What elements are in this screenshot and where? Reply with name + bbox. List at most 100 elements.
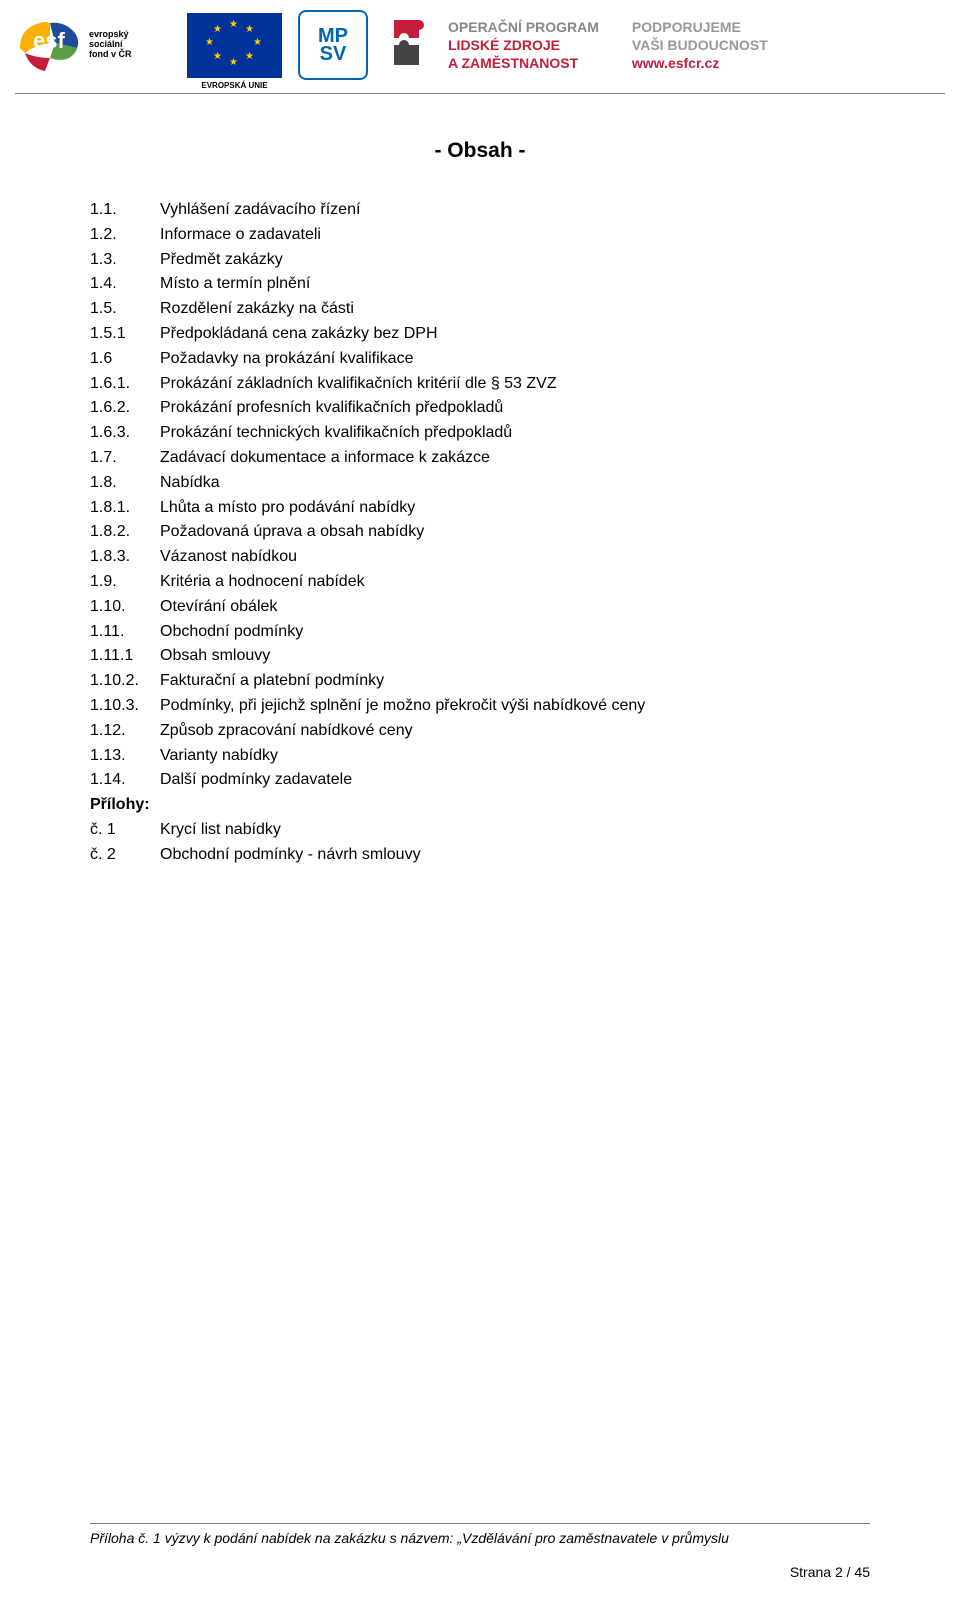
- attachment-label: Krycí list nabídky: [160, 818, 870, 843]
- esf-logo: esf evropský sociální fond v ČR: [15, 10, 175, 80]
- toc-label: Prokázání technických kvalifikačních pře…: [160, 421, 870, 446]
- support-line2: VAŠI BUDOUCNOST: [632, 36, 768, 54]
- attachment-label: Obchodní podmínky - návrh smlouvy: [160, 843, 870, 868]
- attachment-row: č. 1Krycí list nabídky: [90, 818, 870, 843]
- mpsv-logo: MP SV: [298, 10, 368, 80]
- toc-num: 1.6.1.: [90, 372, 160, 397]
- toc-num: 1.6: [90, 347, 160, 372]
- toc-num: 1.3.: [90, 248, 160, 273]
- toc-num: 1.10.2.: [90, 669, 160, 694]
- toc-row: 1.10.Otevírání obálek: [90, 595, 870, 620]
- toc-row: 1.6.2.Prokázání profesních kvalifikačníc…: [90, 396, 870, 421]
- toc-label: Lhůta a místo pro podávání nabídky: [160, 496, 870, 521]
- eu-flag-label: EVROPSKÁ UNIE: [187, 81, 282, 90]
- toc-row: 1.12.Způsob zpracování nabídkové ceny: [90, 719, 870, 744]
- op-line2: LIDSKÉ ZDROJE: [448, 36, 599, 54]
- toc-label: Fakturační a platební podmínky: [160, 669, 870, 694]
- toc-label: Předpokládaná cena zakázky bez DPH: [160, 322, 870, 347]
- toc-row: 1.9.Kritéria a hodnocení nabídek: [90, 570, 870, 595]
- toc-num: 1.10.3.: [90, 694, 160, 719]
- toc-num: 1.8.3.: [90, 545, 160, 570]
- toc-num: 1.13.: [90, 744, 160, 769]
- page-title: - Obsah -: [90, 139, 870, 163]
- attachment-row: č. 2Obchodní podmínky - návrh smlouvy: [90, 843, 870, 868]
- puzzle-icon: [384, 15, 434, 75]
- toc-row: 1.3.Předmět zakázky: [90, 248, 870, 273]
- op-line3: A ZAMĚSTNANOST: [448, 54, 599, 72]
- toc-label: Místo a termín plnění: [160, 272, 870, 297]
- toc-label: Otevírání obálek: [160, 595, 870, 620]
- toc-row: 1.2.Informace o zadavateli: [90, 223, 870, 248]
- toc-num: 1.12.: [90, 719, 160, 744]
- footer: Příloha č. 1 výzvy k podání nabídek na z…: [0, 1523, 960, 1580]
- toc-label: Prokázání základních kvalifikačních krit…: [160, 372, 870, 397]
- toc-num: 1.4.: [90, 272, 160, 297]
- toc-label: Prokázání profesních kvalifikačních před…: [160, 396, 870, 421]
- toc-num: 1.7.: [90, 446, 160, 471]
- toc-row: 1.8.3.Vázanost nabídkou: [90, 545, 870, 570]
- support-line1: PODPORUJEME: [632, 18, 768, 36]
- toc-num: 1.5.1: [90, 322, 160, 347]
- footer-divider: [90, 1523, 870, 1524]
- footer-quoted: „Vzdělávání pro zaměstnavatele v průmysl…: [457, 1530, 729, 1546]
- toc-num: 1.1.: [90, 198, 160, 223]
- toc-num: 1.8.1.: [90, 496, 160, 521]
- toc-num: 1.6.3.: [90, 421, 160, 446]
- toc-label: Podmínky, při jejichž splnění je možno p…: [160, 694, 870, 719]
- toc-row: 1.8.2.Požadovaná úprava a obsah nabídky: [90, 520, 870, 545]
- toc-num: 1.10.: [90, 595, 160, 620]
- svg-text:esf: esf: [33, 28, 65, 53]
- toc-row: 1.14.Další podmínky zadavatele: [90, 768, 870, 793]
- toc-label: Informace o zadavateli: [160, 223, 870, 248]
- toc-num: 1.11.: [90, 620, 160, 645]
- toc-row: 1.5.Rozdělení zakázky na části: [90, 297, 870, 322]
- footer-page: Strana 2 / 45: [90, 1564, 870, 1580]
- mpsv-line2: SV: [320, 45, 347, 63]
- toc-label: Obchodní podmínky: [160, 620, 870, 645]
- toc-label: Předmět zakázky: [160, 248, 870, 273]
- toc-row: 1.4.Místo a termín plnění: [90, 272, 870, 297]
- toc-label: Varianty nabídky: [160, 744, 870, 769]
- toc-label: Zadávací dokumentace a informace k zakáz…: [160, 446, 870, 471]
- toc-row: 1.11.1Obsah smlouvy: [90, 644, 870, 669]
- attachment-num: č. 1: [90, 818, 160, 843]
- toc-list: 1.1.Vyhlášení zadávacího řízení1.2.Infor…: [90, 198, 870, 868]
- attachments-title: Přílohy:: [90, 793, 870, 818]
- op-line1: OPERAČNÍ PROGRAM: [448, 18, 599, 36]
- toc-num: 1.2.: [90, 223, 160, 248]
- toc-num: 1.8.2.: [90, 520, 160, 545]
- toc-label: Požadovaná úprava a obsah nabídky: [160, 520, 870, 545]
- toc-row: 1.5.1Předpokládaná cena zakázky bez DPH: [90, 322, 870, 347]
- toc-row: 1.8.1.Lhůta a místo pro podávání nabídky: [90, 496, 870, 521]
- toc-row: 1.6.3.Prokázání technických kvalifikační…: [90, 421, 870, 446]
- eu-flag-logo: ★ ★ ★ ★ ★ ★ ★ ★ EVROPSKÁ UNIE: [187, 13, 282, 78]
- footer-text: Příloha č. 1 výzvy k podání nabídek na z…: [90, 1530, 870, 1546]
- toc-label: Kritéria a hodnocení nabídek: [160, 570, 870, 595]
- toc-label: Rozdělení zakázky na části: [160, 297, 870, 322]
- support-text-block: PODPORUJEME VAŠI BUDOUCNOST www.esfcr.cz: [632, 18, 768, 73]
- toc-num: 1.9.: [90, 570, 160, 595]
- toc-num: 1.8.: [90, 471, 160, 496]
- toc-row: 1.6.1.Prokázání základních kvalifikačníc…: [90, 372, 870, 397]
- toc-label: Vyhlášení zadávacího řízení: [160, 198, 870, 223]
- toc-label: Další podmínky zadavatele: [160, 768, 870, 793]
- toc-num: 1.6.2.: [90, 396, 160, 421]
- toc-label: Požadavky na prokázání kvalifikace: [160, 347, 870, 372]
- toc-num: 1.14.: [90, 768, 160, 793]
- support-url: www.esfcr.cz: [632, 54, 768, 72]
- toc-row: 1.6Požadavky na prokázání kvalifikace: [90, 347, 870, 372]
- header-logos: esf evropský sociální fond v ČR ★ ★ ★ ★ …: [0, 0, 960, 85]
- toc-label: Vázanost nabídkou: [160, 545, 870, 570]
- toc-row: 1.1.Vyhlášení zadávacího řízení: [90, 198, 870, 223]
- attachment-num: č. 2: [90, 843, 160, 868]
- toc-row: 1.10.3.Podmínky, při jejichž splnění je …: [90, 694, 870, 719]
- toc-row: 1.8.Nabídka: [90, 471, 870, 496]
- toc-row: 1.11.Obchodní podmínky: [90, 620, 870, 645]
- esf-icon: esf: [15, 13, 85, 78]
- toc-label: Způsob zpracování nabídkové ceny: [160, 719, 870, 744]
- toc-num: 1.11.1: [90, 644, 160, 669]
- op-text-block: OPERAČNÍ PROGRAM LIDSKÉ ZDROJE A ZAMĚSTN…: [448, 18, 599, 73]
- toc-row: 1.13.Varianty nabídky: [90, 744, 870, 769]
- toc-num: 1.5.: [90, 297, 160, 322]
- toc-row: 1.7.Zadávací dokumentace a informace k z…: [90, 446, 870, 471]
